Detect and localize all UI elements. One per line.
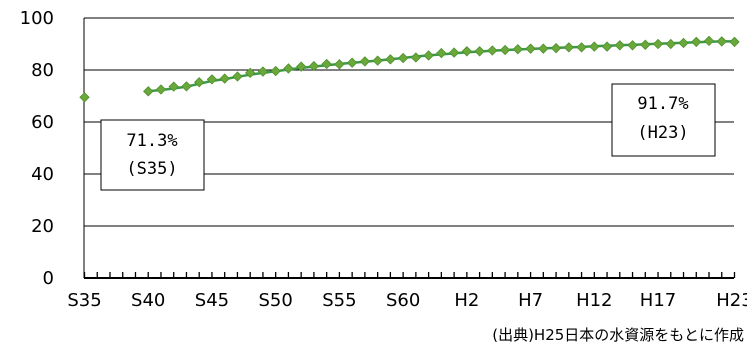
data-point [474,46,485,57]
x-tick-label-H17: H17 [640,290,676,311]
data-point [270,65,281,77]
data-point [232,71,243,82]
data-point [678,37,689,49]
data-point [372,55,383,66]
data-point [487,45,498,56]
data-point [576,42,587,53]
data-point [538,43,549,54]
data-point [245,67,256,79]
data-point [257,66,269,77]
x-tick-label-S60: S60 [386,290,420,311]
annotation-s35-value: 71.3% [126,131,177,151]
data-point [283,63,294,74]
data-point [614,40,625,51]
data-point [436,47,447,59]
x-tick-label-S35: S35 [67,290,101,311]
data-point [525,43,536,54]
data-point [168,81,179,92]
data-point [563,42,574,53]
data-point [143,86,154,97]
y-tick-label-0: 0 [43,268,54,289]
y-tick-label-80: 80 [31,60,54,81]
data-point [601,41,613,52]
data-point [461,46,473,57]
data-point [219,73,230,84]
annotation-h23-era: (H23) [637,123,688,143]
data-point [512,44,523,55]
data-point [79,92,90,103]
annotation-s35-era: (S35) [126,159,177,179]
x-tick-label-S50: S50 [259,290,293,311]
y-tick-label-20: 20 [31,216,54,237]
y-tick-labels: 0 20 40 60 80 100 [20,8,54,289]
data-point [652,38,664,50]
data-point [448,47,460,58]
data-point [155,84,167,95]
y-tick-label-40: 40 [31,164,54,185]
data-point [627,40,638,51]
data-point [640,39,651,50]
data-point [194,77,205,88]
x-tick-label-H7: H7 [518,290,543,311]
data-point [589,41,600,52]
x-tick-label-H12: H12 [576,290,612,311]
data-point [181,81,192,92]
data-point [665,38,676,50]
data-point [423,50,434,61]
data-point [206,74,218,85]
data-point [691,36,702,48]
data-point [296,61,307,72]
data-point [385,54,396,65]
data-point [321,58,332,70]
x-tick-label-H2: H2 [454,290,479,311]
annotation-s35-box [100,119,205,191]
x-tick-label-S45: S45 [195,290,229,311]
x-tick-label-S40: S40 [131,290,165,311]
annotation-h23: 91.7% (H23) [611,83,716,157]
annotation-s35: 71.3% (S35) [100,119,205,191]
data-point [703,35,715,47]
data-points [79,35,740,103]
y-tick-label-100: 100 [20,8,54,29]
x-tick-label-H23: H23 [716,290,747,311]
axes [83,18,734,279]
data-point [499,44,511,56]
source-note: (出典)H25日本の水資源をもとに作成 [492,326,744,344]
x-tick-label-S55: S55 [322,290,356,311]
annotation-h23-value: 91.7% [637,94,688,114]
x-tick-labels: S35 S40 S45 S50 S55 S60 H2 H7 H12 H17 H23 [67,290,747,311]
annotation-h23-box [611,83,716,157]
data-point [346,57,358,68]
data-point [334,59,345,70]
data-point [410,52,422,63]
data-point [397,52,409,64]
y-tick-label-60: 60 [31,112,54,133]
data-point [308,60,320,72]
data-point [359,56,371,67]
data-point [716,36,727,47]
data-point [550,42,562,54]
data-point [729,36,740,48]
